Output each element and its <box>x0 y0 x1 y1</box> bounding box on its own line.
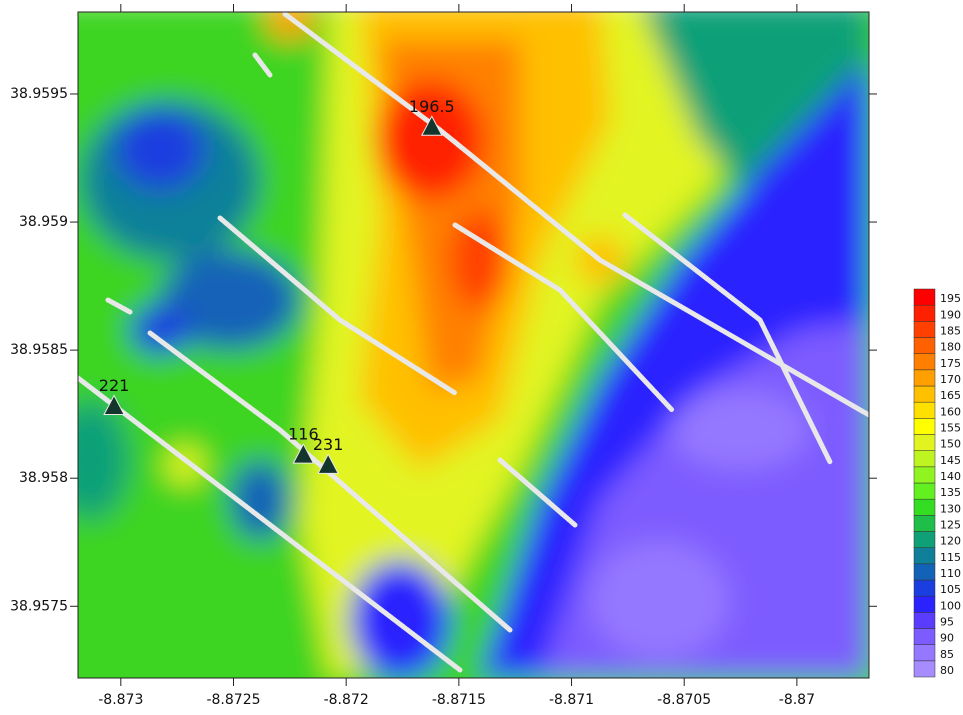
x-tick-label: -8.872 <box>324 692 369 708</box>
station-label: 221 <box>99 376 130 395</box>
colorbar-label: 165 <box>940 389 961 402</box>
colorbar-label: 155 <box>940 421 961 434</box>
x-tick-label: -8.871 <box>549 692 594 708</box>
colorbar-swatch <box>913 337 936 354</box>
survey-track <box>252 52 273 78</box>
colorbar-label: 145 <box>940 454 961 467</box>
station-marker <box>420 115 443 136</box>
x-tick-label: -8.87 <box>779 692 815 708</box>
colorbar-swatch <box>913 385 936 403</box>
station-marker <box>292 443 315 464</box>
colorbar-label: 95 <box>940 615 954 628</box>
survey-track <box>282 12 869 418</box>
colorbar-swatch <box>913 660 936 678</box>
colorbar-label: 185 <box>940 324 961 337</box>
colorbar-swatch <box>913 434 936 451</box>
colorbar-swatch <box>913 515 936 532</box>
colorbar-swatch <box>913 353 936 371</box>
colorbar-label: 100 <box>940 599 961 612</box>
colorbar-swatch <box>913 628 936 645</box>
x-tick-label: -8.873 <box>98 692 143 708</box>
colorbar-label: 120 <box>940 535 961 548</box>
annotations: -8.873 -8.8725 -8.872 -8.8715 -8.871 -8.8705 -… <box>10 4 877 708</box>
colorbar-label: 195 <box>940 292 961 305</box>
colorbar-swatch <box>913 418 936 435</box>
colorbar-swatch <box>913 579 936 597</box>
colorbar-label: 175 <box>940 357 961 370</box>
station-label: 231 <box>313 435 344 454</box>
x-tick-label: -8.8705 <box>657 692 711 708</box>
station-label: 196.5 <box>409 97 455 116</box>
colorbar-label: 80 <box>940 664 954 677</box>
colorbar-swatch <box>913 466 936 484</box>
colorbar-label: 150 <box>940 438 961 451</box>
colorbar-swatch <box>913 644 936 662</box>
colorbar-label: 160 <box>940 405 961 418</box>
colorbar-swatch <box>913 595 936 613</box>
colorbar-swatch <box>913 401 936 419</box>
colorbar-swatch <box>913 321 936 338</box>
colorbar-swatch <box>913 450 936 468</box>
y-tick-label: 38.958 <box>19 470 68 486</box>
plot-frame <box>77 11 870 679</box>
colorbar-swatch <box>913 563 936 581</box>
colorbar-swatch <box>913 288 936 306</box>
colorbar-label: 115 <box>940 551 961 564</box>
colorbar-swatch <box>913 498 936 516</box>
colorbar-label: 135 <box>940 486 961 499</box>
survey-track <box>78 375 463 673</box>
colorbar-label: 170 <box>940 373 961 386</box>
x-tick-label: -8.8715 <box>432 692 486 708</box>
survey-track <box>497 457 578 528</box>
y-tick-label: 38.959 <box>19 214 68 230</box>
y-tick-label: 38.9585 <box>10 342 68 358</box>
survey-track <box>105 297 133 315</box>
colorbar-label: 90 <box>940 632 954 645</box>
colorbar-label: 140 <box>940 470 961 483</box>
colorbar-swatch <box>913 304 936 322</box>
survey-track <box>622 212 833 465</box>
colorbar-swatch <box>913 612 936 629</box>
survey-track <box>147 330 513 633</box>
colorbar-label: 125 <box>940 518 961 531</box>
colorbar-label: 85 <box>940 648 954 661</box>
x-tick-label: -8.8725 <box>206 692 260 708</box>
colorbar-label: 110 <box>940 567 961 580</box>
station-marker <box>103 394 125 415</box>
colorbar-label: 105 <box>940 583 961 596</box>
contour-field <box>78 12 869 678</box>
survey-track <box>452 222 675 413</box>
colorbar-swatch <box>913 482 936 500</box>
colorbar-swatch <box>913 369 936 387</box>
colorbar-label: 180 <box>940 341 961 354</box>
colorbar-swatch <box>913 531 936 548</box>
colorbar-label: 130 <box>940 502 961 515</box>
colorbar: 80 85 90 95 100 105 110 115 120 125 130 135 140 145 15… <box>913 288 961 678</box>
colorbar-swatch <box>913 547 936 565</box>
station-marker <box>317 453 339 474</box>
colorbar-label: 190 <box>940 308 961 321</box>
survey-track <box>217 215 458 396</box>
y-tick-label: 38.9575 <box>10 598 68 614</box>
y-tick-label: 38.9595 <box>10 86 68 102</box>
station-label: 116 <box>288 425 319 444</box>
